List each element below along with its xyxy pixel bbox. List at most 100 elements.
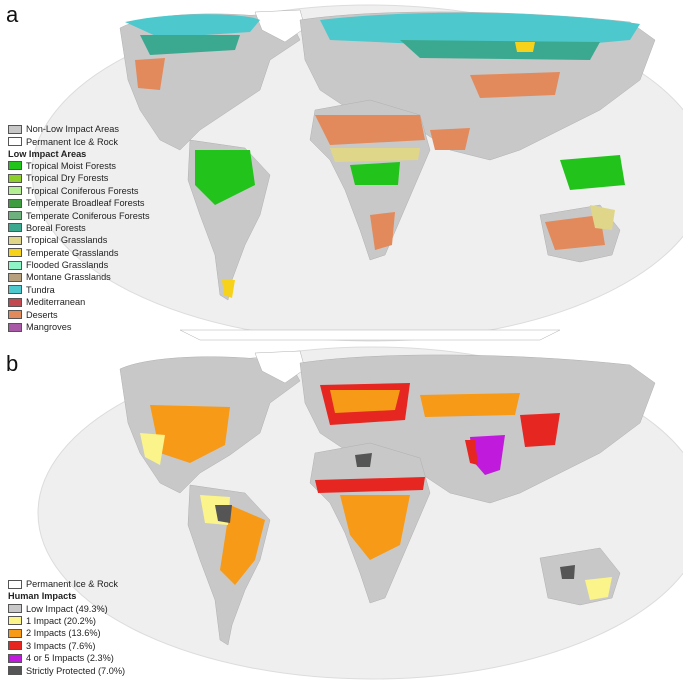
legend-item: Tropical Coniferous Forests (8, 185, 150, 197)
legend-label: Strictly Protected (7.0%) (26, 665, 126, 676)
two-impacts-africa (340, 495, 410, 560)
legend-item: Temperate Broadleaf Forests (8, 197, 150, 209)
legend-label: Non-Low Impact Areas (26, 124, 119, 135)
legend-label: Boreal Forests (26, 222, 86, 233)
legend-swatch (8, 260, 22, 270)
panel-a-letter: a (6, 2, 19, 27)
legend-swatch (8, 666, 22, 676)
temperate-grassland-asia (515, 42, 535, 52)
legend-swatch (8, 297, 22, 307)
boreal-forest-region (140, 35, 240, 55)
panel-b-map (37, 346, 683, 680)
legend-label: Montane Grasslands (26, 272, 111, 283)
desert-region-namib (370, 212, 395, 250)
legend-label: Deserts (26, 309, 58, 320)
legend-swatch (8, 272, 22, 282)
three-impacts-india (465, 440, 478, 465)
legend-swatch (8, 223, 22, 233)
protected-sahara (355, 453, 372, 467)
three-impacts-china (520, 413, 560, 447)
legend-item: Strictly Protected (7.0%) (8, 664, 125, 676)
legend-item: Tropical Grasslands (8, 234, 150, 246)
legend-item: Temperate Coniferous Forests (8, 209, 150, 221)
legend-swatch (8, 235, 22, 245)
legend-item: Deserts (8, 308, 150, 320)
panel-a: a (6, 2, 683, 342)
legend-label: Temperate Coniferous Forests (26, 210, 150, 221)
greenland-land (254, 9, 306, 43)
protected-australia (560, 565, 575, 579)
legend-swatch (8, 616, 22, 626)
legend-label: Permanent Ice & Rock (26, 579, 118, 590)
legend-item: 4 or 5 Impacts (2.3%) (8, 652, 125, 664)
legend-label: Tropical Grasslands (26, 235, 108, 246)
tundra-region-eurasia (320, 12, 640, 50)
tropical-moist-forest-congo (350, 162, 400, 185)
tundra-region (125, 14, 260, 38)
protected-amazon (215, 505, 232, 523)
legend-item: Flooded Grasslands (8, 259, 150, 271)
legend-label: Temperate Broadleaf Forests (26, 198, 145, 209)
panel-b-letter: b (6, 351, 19, 376)
two-impacts-south-america (220, 505, 265, 585)
legend-swatch (8, 137, 22, 147)
legend-item: 2 Impacts (13.6%) (8, 627, 125, 639)
two-impacts-north-america (150, 405, 230, 463)
panel-a-legend: Non-Low Impact Areas Permanent Ice & Roc… (8, 123, 150, 333)
legend-label: Temperate Grasslands (26, 247, 119, 258)
legend-item: Mediterranean (8, 296, 150, 308)
two-impacts-asia (420, 393, 520, 417)
boreal-forest-region-eurasia (400, 40, 600, 60)
two-impacts-europe (330, 390, 400, 413)
legend-item: Tropical Dry Forests (8, 172, 150, 184)
four-plus-impacts-india (470, 435, 505, 475)
tropical-grassland-africa (330, 148, 420, 162)
one-impact-australia (585, 577, 612, 600)
desert-region-north-america (135, 58, 165, 90)
legend-items: Tropical Moist Forests Tropical Dry Fores… (8, 160, 150, 333)
biome-regions (125, 12, 640, 298)
legend-item-permanent-ice: Permanent Ice & Rock (8, 135, 150, 147)
tropical-moist-forest-indonesia (560, 155, 625, 190)
legend-label: Tropical Dry Forests (26, 173, 109, 184)
legend-swatch (8, 211, 22, 221)
legend-item: Tropical Moist Forests (8, 160, 150, 172)
legend-label: 1 Impact (20.2%) (26, 615, 96, 626)
desert-region-arabia (430, 128, 470, 150)
legend-heading: Human Impacts (8, 591, 77, 602)
legend-label: Low Impact (49.3%) (26, 603, 108, 614)
legend-swatch (8, 604, 22, 614)
legend-swatch (8, 628, 22, 638)
legend-swatch (8, 310, 22, 320)
legend-item: Low Impact (49.3%) (8, 602, 125, 614)
legend-label: 3 Impacts (7.6%) (26, 640, 96, 651)
legend-swatch (8, 198, 22, 208)
legend-item: Mangroves (8, 321, 150, 333)
legend-swatch (8, 248, 22, 258)
legend-item: Tundra (8, 284, 150, 296)
legend-swatch (8, 173, 22, 183)
greenland-land (254, 350, 306, 384)
desert-region-sahara (315, 115, 425, 145)
antarctica-land (179, 329, 561, 341)
legend-swatch (8, 161, 22, 171)
legend-heading: Low Impact Areas (8, 148, 87, 159)
legend-label: Permanent Ice & Rock (26, 136, 118, 147)
legend-items: Low Impact (49.3%) 1 Impact (20.2%) 2 Impa… (8, 602, 125, 676)
legend-swatch (8, 124, 22, 134)
legend-item-non-low-impact: Non-Low Impact Areas (8, 123, 150, 135)
legend-item: 3 Impacts (7.6%) (8, 640, 125, 652)
legend-swatch (8, 186, 22, 196)
panel-a-map (31, 4, 683, 342)
legend-item: Temperate Grasslands (8, 247, 150, 259)
legend-label: Tropical Coniferous Forests (26, 185, 139, 196)
legend-label: 4 or 5 Impacts (2.3%) (26, 653, 114, 664)
legend-swatch (8, 285, 22, 295)
legend-item: Boreal Forests (8, 222, 150, 234)
legend-swatch (8, 579, 22, 589)
impact-regions (140, 383, 612, 600)
desert-region-australia (545, 215, 605, 250)
legend-swatch (8, 641, 22, 651)
legend-item: 1 Impact (20.2%) (8, 615, 125, 627)
legend-label: 2 Impacts (13.6%) (26, 628, 101, 639)
